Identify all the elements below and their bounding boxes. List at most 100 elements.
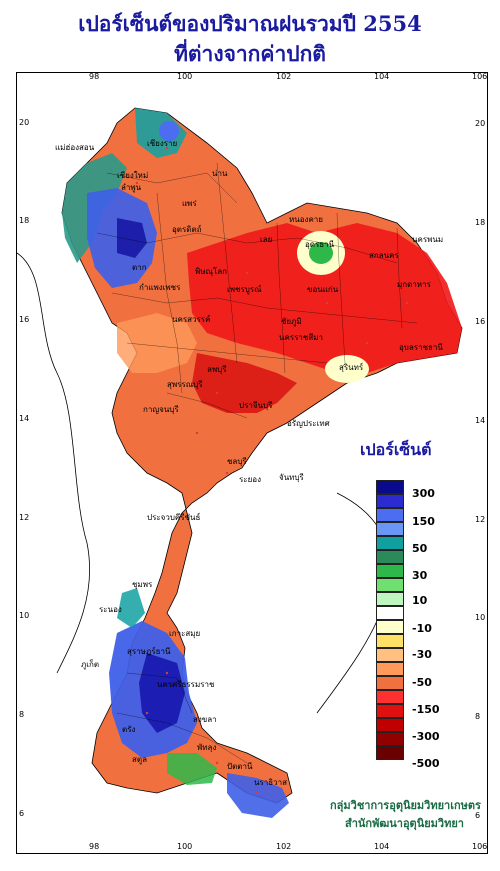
legend-label-neg500: -500 [412,757,440,770]
city-label: ปราจีนบุรี [239,401,273,410]
tick-right-14: 14 [475,416,486,425]
legend-color-swatch [376,634,404,648]
legend-label-50: 50 [412,542,428,555]
legend-color-scale [376,480,404,760]
city-label: สุราษฎร์ธานี [127,647,171,656]
city-label: ลพบุรี [207,365,227,374]
anomaly-pale-east [325,355,369,383]
city-label: อุดรธานี [305,240,335,249]
tick-left-12: 12 [19,513,30,522]
tick-left-18: 18 [19,216,30,225]
legend-color-swatch [376,508,404,522]
legend-color-swatch [376,578,404,592]
legend-color-swatch [376,606,404,620]
anomaly-blue-deep-south [227,773,289,818]
tick-left-10: 10 [19,611,30,620]
city-label: ชัยภูมิ [281,317,302,326]
tick-bottom-100: 100 [177,842,193,851]
legend-label-neg30: -30 [412,648,432,661]
city-label: สงขลา [193,715,217,724]
city-label: ขอนแก่น [307,285,339,294]
city-label: เกาะสมุย [169,629,201,638]
tick-right-6: 6 [475,811,481,820]
city-label: นครราชสีมา [279,333,323,342]
city-label: ตาก [132,263,147,272]
city-label: สุพรรณบุรี [167,380,203,389]
legend-color-swatch [376,480,404,494]
anomaly-red-central [192,353,297,413]
city-label: น่าน [212,169,228,178]
anomaly-green-udon [309,242,333,264]
coastline-west [17,252,91,674]
anomaly-darkblue-south [139,653,185,733]
tick-right-12: 12 [475,515,486,524]
tick-top-104: 104 [374,72,390,81]
city-label: เลย [260,235,273,244]
tick-left-20: 20 [19,118,30,127]
city-label: จันทบุรี [279,473,304,482]
city-label: อุตรดิตถ์ [172,225,202,234]
tick-left-8: 8 [19,710,25,719]
legend-label-10: 10 [412,594,428,607]
city-label: อรัญประเทศ [287,419,330,428]
legend-color-swatch [376,522,404,536]
city-label: พิษณุโลก [195,267,228,276]
city-label: เชียงราย [147,139,178,148]
tick-left-14: 14 [19,414,30,423]
legend-color-swatch [376,718,404,732]
legend-color-swatch [376,592,404,606]
station-markers [135,146,409,795]
city-label: สตูล [132,755,147,764]
legend-color-swatch [376,564,404,578]
map-title-line1: เปอร์เซ็นต์ของปริมาณฝนรวมปี 2554 [78,11,422,36]
legend-color-swatch [376,648,404,662]
tick-top-106: 106 [472,72,488,81]
legend-color-swatch [376,550,404,564]
anomaly-teal-south-tip [117,588,145,628]
tick-left-16: 16 [19,315,30,324]
tick-bottom-98: 98 [89,842,100,851]
city-label: เพชรบูรณ์ [227,285,262,294]
legend-label-300: 300 [412,487,435,500]
tick-right-18: 18 [475,218,486,227]
anomaly-green-south [167,753,217,785]
city-label: แพร่ [182,199,197,208]
city-label: ชลบุรี [227,457,247,466]
city-label: ปัตตานี [227,762,253,771]
legend-color-swatch [376,620,404,634]
city-label: นราธิวาส [254,778,288,787]
map-title-line2: ที่ต่างจากค่าปกติ [174,41,326,66]
city-label: นครสวรรค์ [172,315,211,324]
legend-label-neg10: -10 [412,622,432,635]
legend-color-swatch [376,746,404,760]
city-label: เชียงใหม่ [117,171,149,180]
legend-color-swatch [376,662,404,676]
city-label: สุรินทร์ [339,363,364,372]
anomaly-light-orange-central [117,313,197,373]
city-label: แม่ฮ่องสอน [55,143,95,152]
legend-color-swatch [376,494,404,508]
tick-top-100: 100 [177,72,193,81]
anomaly-red-east [187,223,462,373]
legend-color-swatch [376,536,404,550]
tick-right-16: 16 [475,317,486,326]
legend-color-swatch [376,690,404,704]
anomaly-darkblue-northwest [117,218,147,258]
city-label: ลำพูน [121,183,142,192]
city-label: ระยอง [239,475,261,484]
tick-top-102: 102 [276,72,292,81]
anomaly-blue-north-spot [159,121,179,141]
legend-label-30: 30 [412,569,428,582]
legend-label-neg300: -300 [412,730,440,743]
tick-right-10: 10 [475,613,486,622]
city-label: ระนอง [99,605,122,614]
legend-color-swatch [376,676,404,690]
city-label: สกลนคร [369,251,399,260]
city-label: ภูเก็ต [81,660,100,669]
city-label: หนองคาย [289,215,323,224]
legend-label-150: 150 [412,515,435,528]
map-frame: 98 100 102 104 106 98 100 102 104 106 20… [16,72,488,854]
city-label: กำแพงเพชร [139,283,181,292]
legend-label-neg150: -150 [412,703,440,716]
tick-left-6: 6 [19,809,25,818]
